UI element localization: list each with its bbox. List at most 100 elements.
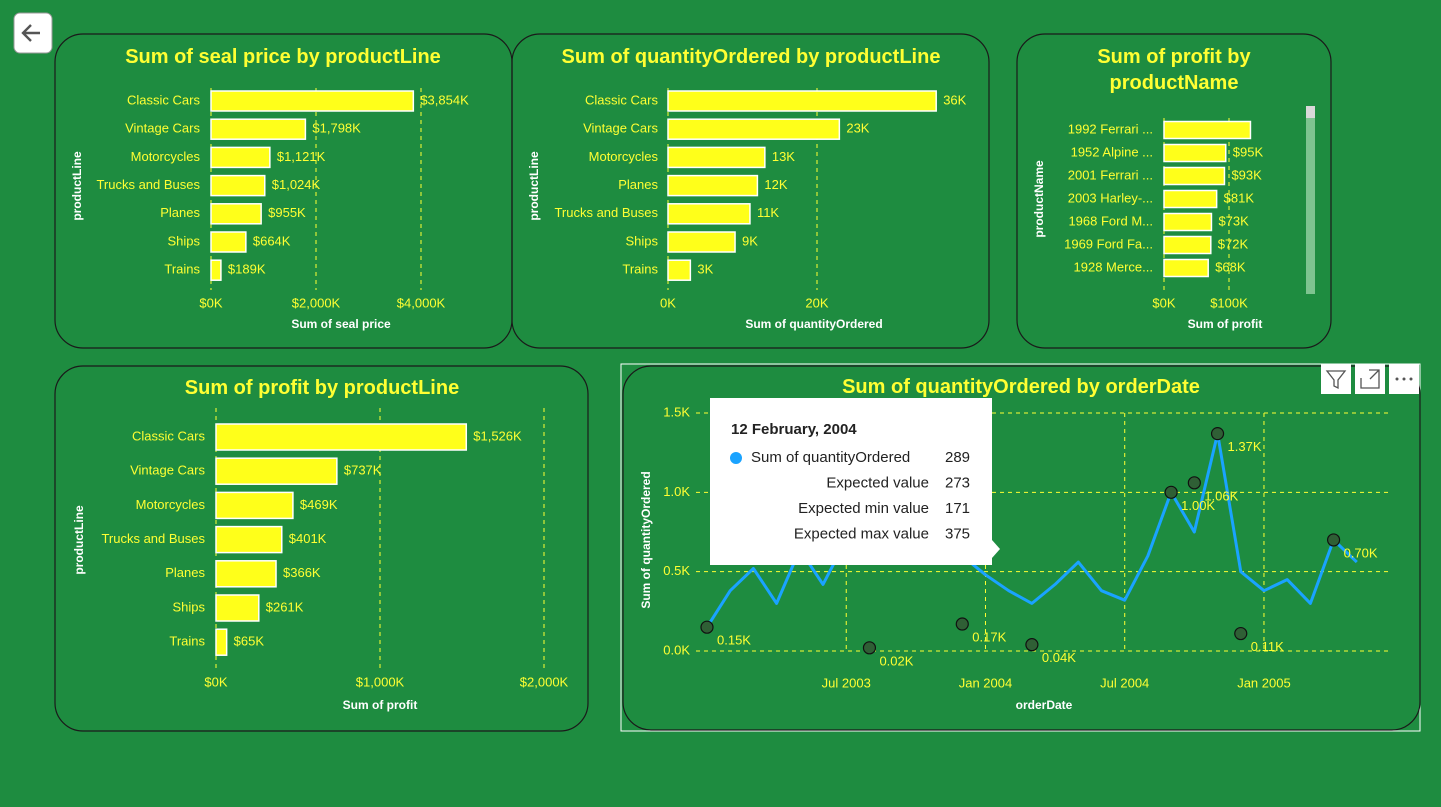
tooltip-value: 171 xyxy=(945,500,970,517)
x-tick-label: Jul 2004 xyxy=(1100,675,1149,690)
bar xyxy=(1163,258,1209,278)
value-label: $366K xyxy=(283,565,321,580)
bar xyxy=(667,231,736,253)
bar xyxy=(667,259,692,281)
value-label: $1,024K xyxy=(272,177,321,192)
x-tick-label: $1,000K xyxy=(356,674,405,689)
category-label: 2001 Ferrari ... xyxy=(1068,167,1153,182)
category-label: 1969 Ford Fa... xyxy=(1064,236,1153,251)
category-label: Motorcycles xyxy=(589,149,659,164)
value-label: $81K xyxy=(1224,190,1255,205)
tooltip-label: Expected value xyxy=(826,474,929,491)
value-label: 3K xyxy=(697,262,713,277)
category-label: Trains xyxy=(164,262,200,277)
chart-title: Sum of profit by productName xyxy=(1097,46,1251,94)
bar xyxy=(1163,189,1218,209)
anomaly-marker xyxy=(862,641,877,655)
anomaly-label: 1.00K xyxy=(1181,498,1215,513)
anomaly-marker xyxy=(1234,626,1248,641)
y-axis-title: productName xyxy=(1032,160,1046,238)
anomaly-label: 0.04K xyxy=(1042,650,1076,665)
y-tick-label: 0.0K xyxy=(663,642,690,657)
category-label: 1992 Ferrari ... xyxy=(1068,121,1153,136)
title-box: Sum of quantityOrdered by productLine xyxy=(562,46,941,68)
bar xyxy=(667,203,751,225)
value-label: $1,121K xyxy=(277,149,326,164)
x-tick-label: $100K xyxy=(1210,295,1248,310)
x-axis-title: orderDate xyxy=(1016,698,1073,712)
bar xyxy=(1163,143,1227,163)
chart-title: Sum of quantityOrdered by orderDate xyxy=(842,376,1200,398)
focus-mode-icon[interactable] xyxy=(1355,364,1385,394)
value-label: $664K xyxy=(253,233,291,248)
value-label: 9K xyxy=(742,233,758,248)
bar xyxy=(210,259,222,281)
tooltip-title: 12 February, 2004 xyxy=(731,421,857,438)
title-box: Sum of profit by productLine xyxy=(184,377,460,399)
value-label: $65K xyxy=(234,634,265,649)
y-tick-label: 0.5K xyxy=(663,563,690,578)
tooltip-swatch xyxy=(730,452,742,464)
bar xyxy=(1163,120,1252,140)
value-label: 13K xyxy=(772,149,795,164)
category-label: Trains xyxy=(622,262,658,277)
bar xyxy=(1163,212,1213,232)
value-label: $3,854K xyxy=(420,92,469,107)
value-label: $469K xyxy=(300,497,338,512)
y-tick-label: 1.5K xyxy=(663,404,690,419)
bar xyxy=(215,560,277,588)
bar xyxy=(215,457,338,485)
filter-icon[interactable] xyxy=(1321,364,1351,394)
category-label: Vintage Cars xyxy=(130,463,205,478)
anomaly-label: 0.02K xyxy=(879,653,913,668)
tooltip-value: 289 xyxy=(945,449,970,466)
x-tick-label: Jul 2003 xyxy=(822,675,871,690)
x-tick-label: $2,000K xyxy=(520,674,569,689)
bar xyxy=(215,525,283,554)
value-label: $401K xyxy=(289,531,327,546)
value-label: $955K xyxy=(268,205,306,220)
tooltip-label: Sum of quantityOrdered xyxy=(751,449,910,466)
chart-title: Sum of profit by productLine xyxy=(184,377,460,399)
category-label: Trucks and Buses xyxy=(554,205,658,220)
panel xyxy=(622,365,1421,731)
value-label: 12K xyxy=(764,177,787,192)
scrollbar[interactable] xyxy=(1306,106,1315,294)
tooltip-pointer xyxy=(992,540,1000,558)
x-tick-label: 0K xyxy=(660,295,676,310)
category-label: Classic Cars xyxy=(132,428,205,443)
bar xyxy=(667,174,759,197)
bar xyxy=(215,491,294,520)
bar xyxy=(210,90,415,112)
back-button[interactable] xyxy=(13,12,53,54)
category-label: Classic Cars xyxy=(127,92,200,107)
anomaly-label: 0.15K xyxy=(717,633,751,648)
bar xyxy=(1163,235,1212,255)
anomaly-marker xyxy=(1164,485,1178,499)
anomaly-marker xyxy=(1025,638,1039,652)
value-label: $737K xyxy=(344,463,382,478)
x-tick-label: Jan 2004 xyxy=(959,675,1013,690)
category-label: 1952 Alpine ... xyxy=(1071,144,1153,159)
value-label: $73K xyxy=(1218,213,1249,228)
bar xyxy=(667,146,766,169)
category-label: Trucks and Buses xyxy=(96,177,200,192)
bar xyxy=(667,118,841,140)
panel xyxy=(1016,33,1332,349)
category-label: Planes xyxy=(618,177,658,192)
chart-title: Sum of seal price by productLine xyxy=(125,46,441,68)
more-options-icon[interactable] xyxy=(1389,364,1419,394)
bar xyxy=(215,594,260,622)
anomaly-label: 0.11K xyxy=(1251,639,1284,654)
value-label: $68K xyxy=(1215,259,1246,274)
bar xyxy=(215,628,228,656)
bar xyxy=(210,231,247,253)
category-label: 2003 Harley-... xyxy=(1068,190,1153,205)
y-axis-title: productLine xyxy=(527,151,541,221)
tooltip-label: Expected max value xyxy=(794,525,929,542)
value-label: $1,526K xyxy=(473,428,522,443)
title-box: Sum of seal price by productLine xyxy=(125,46,441,68)
tooltip: 12 February, 2004 Sum of quantityOrdered 2… xyxy=(710,398,1000,565)
